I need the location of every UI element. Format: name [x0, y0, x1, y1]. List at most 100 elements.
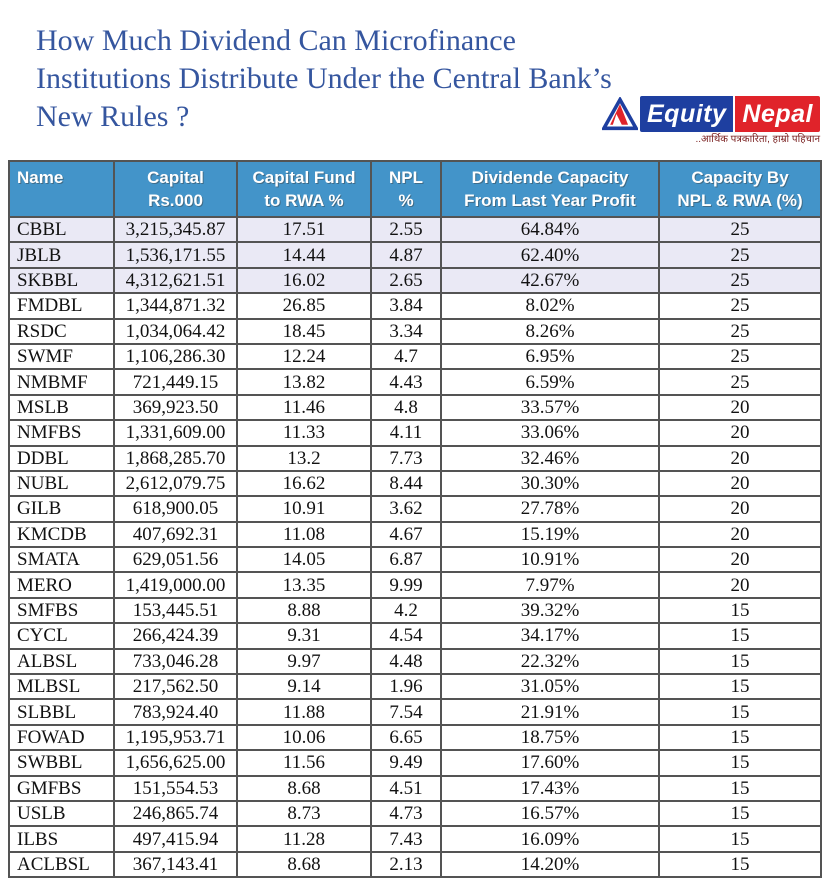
cell-capital: 733,046.28: [113, 647, 238, 676]
cell-name: FOWAD: [8, 723, 115, 752]
table-row: MLBSL 217,562.50 9.14 1.96 31.05% 15: [8, 673, 822, 701]
cell-npl: 7.43: [370, 825, 442, 853]
cell-capital-fund-rwa: 14.05: [236, 546, 372, 574]
table-row: GILB 618,900.05 10.91 3.62 27.78% 20: [8, 495, 822, 523]
cell-npl: 9.49: [370, 749, 442, 777]
cell-dividend-capacity: 39.32%: [440, 596, 660, 625]
table-row: SLBBL 783,924.40 11.88 7.54 21.91% 15: [8, 698, 822, 726]
cell-capital-fund-rwa: 8.68: [236, 774, 372, 802]
cell-npl: 3.34: [370, 317, 442, 345]
cell-dividend-capacity: 16.57%: [440, 799, 660, 828]
logo-word-nepal: Nepal: [735, 96, 820, 132]
table-row: SKBBL 4,312,621.51 16.02 2.65 42.67% 25: [8, 266, 822, 295]
cell-capacity-by-npl-rwa: 25: [658, 241, 822, 269]
cell-npl: 4.2: [370, 596, 442, 625]
cell-capacity-by-npl-rwa: 20: [658, 393, 822, 422]
table-row: MERO 1,419,000.00 13.35 9.99 7.97% 20: [8, 571, 822, 599]
header-cell-npl: NPL %: [370, 160, 442, 218]
cell-capital: 721,449.15: [113, 368, 238, 396]
header-cell-name: Name: [8, 160, 115, 218]
cell-dividend-capacity: 17.60%: [440, 749, 660, 777]
cell-name: NUBL: [8, 469, 115, 498]
title-line-1: How Much Dividend Can Microfinance: [36, 24, 516, 57]
cell-npl: 3.84: [370, 292, 442, 320]
table-row: DDBL 1,868,285.70 13.2 7.73 32.46% 20: [8, 444, 822, 472]
cell-npl: 7.54: [370, 698, 442, 726]
cell-name: RSDC: [8, 317, 115, 345]
cell-capacity-by-npl-rwa: 15: [658, 596, 822, 625]
cell-name: DDBL: [8, 444, 115, 472]
cell-name: SLBBL: [8, 698, 115, 726]
cell-dividend-capacity: 14.20%: [440, 850, 660, 879]
cell-capacity-by-npl-rwa: 15: [658, 825, 822, 853]
logo-word-equity: Equity: [640, 96, 734, 132]
cell-npl: 9.99: [370, 571, 442, 599]
cell-capital-fund-rwa: 9.97: [236, 647, 372, 676]
cell-dividend-capacity: 15.19%: [440, 520, 660, 549]
cell-capacity-by-npl-rwa: 20: [658, 520, 822, 549]
table-row: SMATA 629,051.56 14.05 6.87 10.91% 20: [8, 546, 822, 574]
page-title: How Much Dividend Can Microfinance Insti…: [36, 22, 612, 136]
cell-capacity-by-npl-rwa: 25: [658, 266, 822, 295]
cell-capital-fund-rwa: 10.91: [236, 495, 372, 523]
cell-capital-fund-rwa: 11.56: [236, 749, 372, 777]
cell-capital: 1,536,171.55: [113, 241, 238, 269]
cell-capital-fund-rwa: 12.24: [236, 342, 372, 371]
cell-capital: 1,331,609.00: [113, 419, 238, 447]
cell-name: MERO: [8, 571, 115, 599]
table-row: SWMF 1,106,286.30 12.24 4.7 6.95% 25: [8, 342, 822, 371]
cell-npl: 4.8: [370, 393, 442, 422]
cell-capital: 1,868,285.70: [113, 444, 238, 472]
cell-dividend-capacity: 31.05%: [440, 673, 660, 701]
cell-capacity-by-npl-rwa: 25: [658, 317, 822, 345]
table-header: Name Capital Rs.000 Capital Fund to RWA …: [8, 160, 822, 218]
cell-capacity-by-npl-rwa: 20: [658, 571, 822, 599]
cell-capital: 153,445.51: [113, 596, 238, 625]
logo-tagline: ..आर्थिक पत्रकारिता, हाम्रो पहिचान: [695, 134, 820, 145]
cell-dividend-capacity: 32.46%: [440, 444, 660, 472]
cell-dividend-capacity: 33.57%: [440, 393, 660, 422]
cell-name: CBBL: [8, 215, 115, 244]
cell-dividend-capacity: 8.26%: [440, 317, 660, 345]
cell-capacity-by-npl-rwa: 15: [658, 850, 822, 879]
cell-capital: 217,562.50: [113, 673, 238, 701]
table-row: ILBS 497,415.94 11.28 7.43 16.09% 15: [8, 825, 822, 853]
cell-capacity-by-npl-rwa: 25: [658, 215, 822, 244]
header-cell-capital: Capital Rs.000: [113, 160, 238, 218]
cell-npl: 8.44: [370, 469, 442, 498]
cell-capacity-by-npl-rwa: 20: [658, 419, 822, 447]
cell-npl: 4.48: [370, 647, 442, 676]
title-line-3: New Rules ?: [36, 100, 190, 133]
cell-npl: 4.7: [370, 342, 442, 371]
cell-capital-fund-rwa: 11.46: [236, 393, 372, 422]
cell-capital-fund-rwa: 9.14: [236, 673, 372, 701]
cell-capital-fund-rwa: 16.62: [236, 469, 372, 498]
cell-capital: 1,656,625.00: [113, 749, 238, 777]
cell-capital-fund-rwa: 14.44: [236, 241, 372, 269]
cell-npl: 6.65: [370, 723, 442, 752]
cell-dividend-capacity: 17.43%: [440, 774, 660, 802]
table-row: FMDBL 1,344,871.32 26.85 3.84 8.02% 25: [8, 292, 822, 320]
cell-capital: 1,419,000.00: [113, 571, 238, 599]
cell-name: ACLBSL: [8, 850, 115, 879]
table-row: ACLBSL 367,143.41 8.68 2.13 14.20% 15: [8, 850, 822, 879]
table-row: ALBSL 733,046.28 9.97 4.48 22.32% 15: [8, 647, 822, 676]
cell-npl: 4.51: [370, 774, 442, 802]
cell-capital: 629,051.56: [113, 546, 238, 574]
cell-capacity-by-npl-rwa: 20: [658, 546, 822, 574]
header-cell-capacity-by-npl-rwa: Capacity By NPL & RWA (%): [658, 160, 822, 218]
table-row: GMFBS 151,554.53 8.68 4.51 17.43% 15: [8, 774, 822, 802]
cell-capital: 4,312,621.51: [113, 266, 238, 295]
table-row: JBLB 1,536,171.55 14.44 4.87 62.40% 25: [8, 241, 822, 269]
cell-capital-fund-rwa: 8.73: [236, 799, 372, 828]
cell-capacity-by-npl-rwa: 25: [658, 292, 822, 320]
cell-npl: 6.87: [370, 546, 442, 574]
cell-npl: 1.96: [370, 673, 442, 701]
cell-name: KMCDB: [8, 520, 115, 549]
table-row: CYCL 266,424.39 9.31 4.54 34.17% 15: [8, 622, 822, 650]
cell-capital: 1,106,286.30: [113, 342, 238, 371]
cell-capital: 783,924.40: [113, 698, 238, 726]
table-row: SMFBS 153,445.51 8.88 4.2 39.32% 15: [8, 596, 822, 625]
cell-dividend-capacity: 6.59%: [440, 368, 660, 396]
